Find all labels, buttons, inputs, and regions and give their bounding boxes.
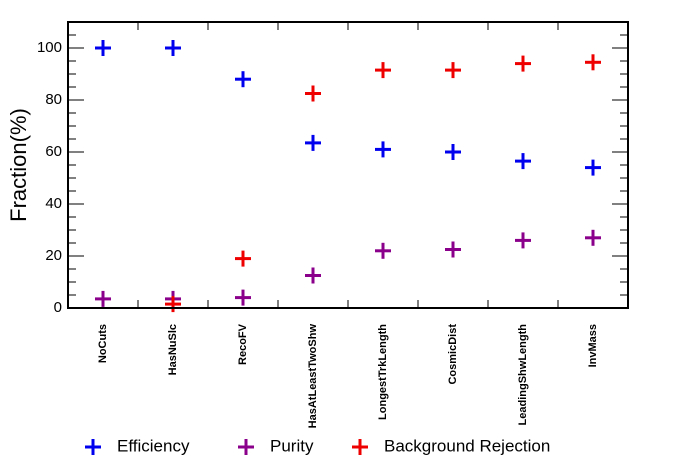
data-point bbox=[235, 71, 251, 88]
x-category-label: CosmicDist bbox=[447, 324, 459, 385]
legend-item: Purity bbox=[238, 436, 314, 455]
y-tick-label: 100 bbox=[37, 39, 62, 56]
legend-item: Background Rejection bbox=[352, 436, 550, 455]
data-point bbox=[305, 267, 321, 284]
x-category-label: LeadingShwLength bbox=[517, 324, 529, 426]
x-ticks bbox=[67, 22, 629, 308]
data-point bbox=[375, 242, 391, 259]
legend-label: Efficiency bbox=[117, 436, 190, 455]
legend: Efficiency Purity Background Rejection bbox=[85, 436, 550, 455]
data-point bbox=[95, 290, 111, 307]
y-tick-label: 40 bbox=[45, 195, 62, 212]
x-category-label: RecoFV bbox=[237, 323, 249, 365]
y-tick-label: 80 bbox=[45, 91, 62, 108]
y-minor-ticks bbox=[68, 21, 628, 296]
data-point bbox=[235, 289, 251, 306]
data-point bbox=[235, 250, 251, 267]
data-point bbox=[165, 40, 181, 56]
data-point bbox=[515, 153, 531, 170]
data-point bbox=[165, 296, 181, 313]
data-markers bbox=[95, 40, 601, 313]
data-point bbox=[515, 55, 531, 72]
data-point bbox=[585, 229, 601, 246]
y-axis-title: Fraction(%) bbox=[6, 108, 31, 222]
x-category-label: InvMass bbox=[587, 324, 599, 367]
legend-marker bbox=[352, 439, 368, 455]
x-tick-labels: NoCuts HasNuSlc RecoFV HasAtLeastTwoShw Long… bbox=[97, 323, 599, 428]
data-point bbox=[445, 144, 461, 160]
x-category-label: HasAtLeastTwoShw bbox=[307, 324, 319, 429]
legend-item: Efficiency bbox=[85, 436, 190, 455]
data-point bbox=[95, 40, 111, 56]
data-point bbox=[445, 241, 461, 258]
data-point bbox=[305, 134, 321, 151]
x-category-label: LongestTrkLength bbox=[377, 324, 389, 420]
data-point bbox=[305, 85, 321, 102]
data-point bbox=[515, 232, 531, 249]
y-tick-labels: 0 20 40 60 80 100 bbox=[37, 39, 62, 316]
data-point bbox=[445, 62, 461, 79]
legend-marker bbox=[85, 439, 101, 455]
x-category-label: HasNuSlc bbox=[167, 324, 179, 375]
data-point bbox=[585, 159, 601, 176]
plot-frame bbox=[67, 21, 629, 309]
data-point bbox=[375, 62, 391, 79]
x-category-label: NoCuts bbox=[97, 324, 109, 363]
legend-label: Background Rejection bbox=[384, 436, 550, 455]
y-tick-label: 20 bbox=[45, 247, 62, 264]
data-point bbox=[585, 54, 601, 71]
y-tick-label: 60 bbox=[45, 143, 62, 160]
data-point bbox=[375, 141, 391, 158]
y-tick-label: 0 bbox=[54, 299, 62, 316]
legend-label: Purity bbox=[270, 436, 314, 455]
y-major-ticks bbox=[68, 47, 628, 309]
legend-marker bbox=[238, 439, 254, 455]
